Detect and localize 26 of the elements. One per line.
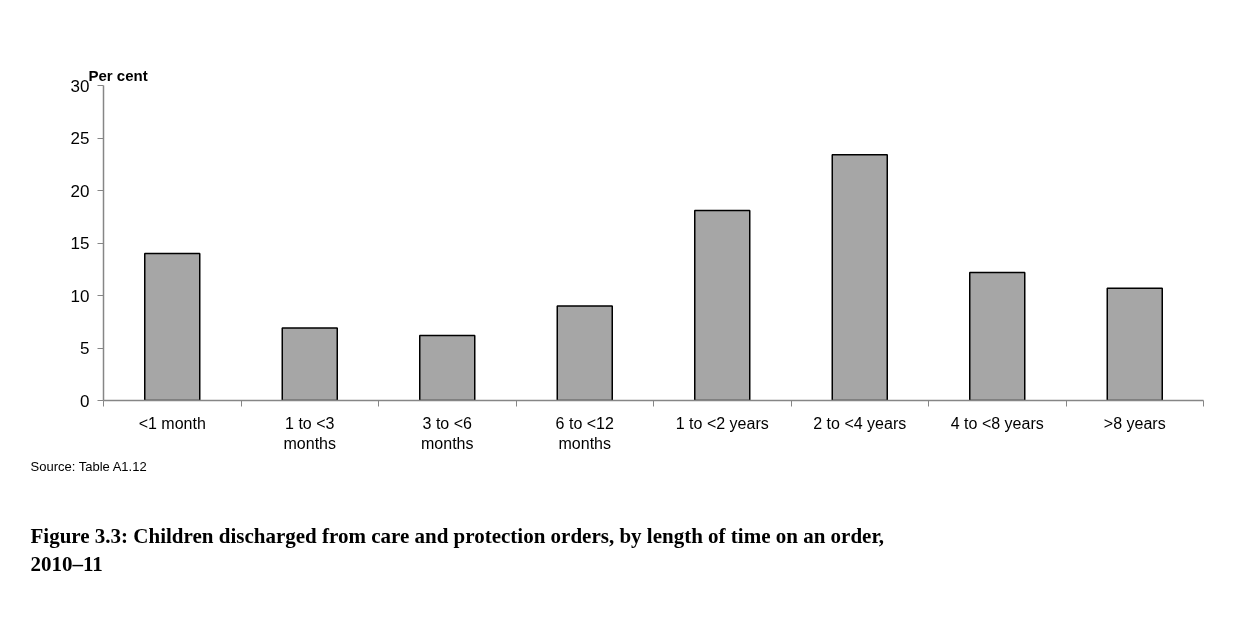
x-tick-label: 1 to <3 months bbox=[283, 414, 336, 452]
x-tick-label: 3 to <6 months bbox=[421, 414, 474, 452]
y-tick-label: 15 bbox=[70, 234, 90, 253]
y-tick-label: 0 bbox=[80, 391, 90, 411]
text: Figure 3.3: Children discharged from care and protection orders, by length of time on an order, 2010–11 bbox=[30, 523, 885, 577]
source-note: Source: Table A1.12 bbox=[30, 458, 147, 474]
bar bbox=[281, 327, 338, 401]
y-tick-label: 10 bbox=[70, 286, 90, 306]
bar bbox=[1106, 287, 1163, 401]
x-tick-label: >8 years bbox=[1103, 414, 1166, 432]
y-axis-title: Per cent bbox=[88, 66, 148, 84]
y-tick-label: 25 bbox=[70, 129, 90, 148]
bar bbox=[144, 252, 201, 401]
y-tick-label: 30 bbox=[70, 76, 90, 96]
bar bbox=[556, 305, 613, 401]
bar bbox=[694, 209, 751, 401]
x-tick-label: 6 to <12 months bbox=[555, 414, 614, 452]
x-tick-label: 1 to <2 years bbox=[675, 414, 769, 432]
x-tick-label: <1 month bbox=[138, 414, 206, 432]
bar bbox=[831, 154, 888, 401]
y-tick-label: 5 bbox=[80, 339, 90, 358]
y-tick-label: 20 bbox=[70, 181, 90, 201]
x-tick-label: 2 to <4 years bbox=[813, 414, 907, 432]
x-tick-label: 4 to <8 years bbox=[950, 414, 1044, 432]
bar bbox=[969, 271, 1026, 401]
bar bbox=[419, 334, 476, 401]
